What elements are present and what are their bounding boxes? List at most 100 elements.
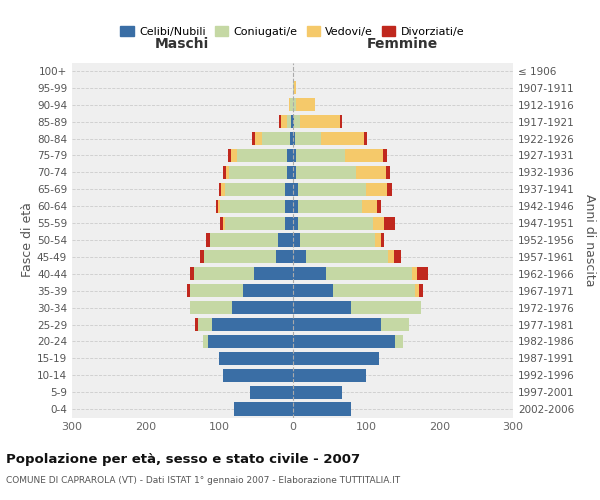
Bar — [419, 284, 422, 298]
Bar — [278, 234, 293, 246]
Bar — [219, 182, 221, 196]
Text: Femmine: Femmine — [367, 36, 439, 51]
Bar — [252, 132, 255, 145]
Bar — [293, 216, 298, 230]
Bar — [206, 234, 210, 246]
Bar — [285, 182, 293, 196]
Bar — [291, 115, 293, 128]
Bar — [415, 284, 419, 298]
Bar — [333, 284, 415, 298]
Bar — [285, 200, 293, 213]
Bar — [293, 82, 294, 94]
Bar — [290, 98, 293, 112]
Text: COMUNE DI CAPRAROLA (VT) - Dati ISTAT 1° gennaio 2007 - Elaborazione TUTTITALIA.: COMUNE DI CAPRAROLA (VT) - Dati ISTAT 1°… — [6, 476, 400, 485]
Bar — [225, 216, 285, 230]
Bar — [293, 132, 295, 145]
Bar — [285, 216, 293, 230]
Bar — [356, 166, 386, 179]
Bar — [296, 166, 356, 179]
Bar — [223, 166, 226, 179]
Bar — [216, 200, 218, 213]
Bar — [218, 200, 220, 213]
Bar — [294, 82, 296, 94]
Bar — [250, 386, 293, 398]
Bar — [296, 149, 344, 162]
Bar — [187, 284, 190, 298]
Bar — [203, 335, 208, 348]
Bar — [190, 267, 194, 280]
Bar — [226, 166, 229, 179]
Bar — [293, 250, 306, 264]
Bar — [255, 132, 262, 145]
Bar — [229, 166, 287, 179]
Bar — [293, 301, 352, 314]
Bar — [386, 182, 392, 196]
Bar — [381, 318, 409, 331]
Bar — [394, 250, 401, 264]
Bar — [298, 216, 373, 230]
Bar — [204, 250, 277, 264]
Bar — [234, 402, 293, 415]
Bar — [293, 368, 366, 382]
Bar — [294, 115, 300, 128]
Bar — [296, 98, 314, 112]
Bar — [412, 267, 417, 280]
Bar — [293, 318, 381, 331]
Bar — [340, 115, 343, 128]
Bar — [262, 132, 290, 145]
Bar — [383, 149, 386, 162]
Bar — [236, 149, 287, 162]
Bar — [219, 352, 293, 365]
Bar — [352, 301, 421, 314]
Bar — [386, 166, 389, 179]
Bar — [228, 149, 231, 162]
Bar — [293, 149, 296, 162]
Bar — [196, 318, 199, 331]
Bar — [293, 166, 296, 179]
Bar — [383, 216, 395, 230]
Bar — [287, 166, 293, 179]
Bar — [293, 267, 326, 280]
Bar — [298, 200, 362, 213]
Bar — [293, 386, 343, 398]
Y-axis label: Fasce di età: Fasce di età — [21, 202, 34, 278]
Bar — [220, 216, 223, 230]
Bar — [223, 368, 293, 382]
Bar — [293, 352, 379, 365]
Bar — [344, 149, 383, 162]
Bar — [223, 216, 225, 230]
Bar — [373, 216, 383, 230]
Bar — [366, 182, 386, 196]
Bar — [231, 149, 236, 162]
Bar — [290, 132, 293, 145]
Bar — [295, 132, 321, 145]
Bar — [210, 234, 278, 246]
Bar — [281, 115, 287, 128]
Legend: Celibi/Nubili, Coniugati/e, Vedovi/e, Divorziati/e: Celibi/Nubili, Coniugati/e, Vedovi/e, Di… — [116, 22, 469, 42]
Y-axis label: Anni di nascita: Anni di nascita — [583, 194, 596, 286]
Bar — [220, 200, 285, 213]
Bar — [300, 234, 375, 246]
Bar — [254, 267, 293, 280]
Bar — [212, 318, 293, 331]
Bar — [190, 301, 232, 314]
Bar — [293, 335, 395, 348]
Bar — [293, 402, 352, 415]
Text: Popolazione per età, sesso e stato civile - 2007: Popolazione per età, sesso e stato civil… — [6, 452, 360, 466]
Bar — [287, 115, 291, 128]
Bar — [417, 267, 428, 280]
Bar — [278, 115, 281, 128]
Bar — [221, 182, 225, 196]
Bar — [388, 250, 394, 264]
Bar — [293, 284, 333, 298]
Bar — [190, 284, 242, 298]
Bar — [289, 98, 290, 112]
Bar — [326, 267, 412, 280]
Bar — [298, 182, 366, 196]
Bar — [277, 250, 293, 264]
Bar — [377, 200, 381, 213]
Bar — [300, 115, 340, 128]
Bar — [199, 318, 212, 331]
Bar — [287, 149, 293, 162]
Bar — [293, 234, 300, 246]
